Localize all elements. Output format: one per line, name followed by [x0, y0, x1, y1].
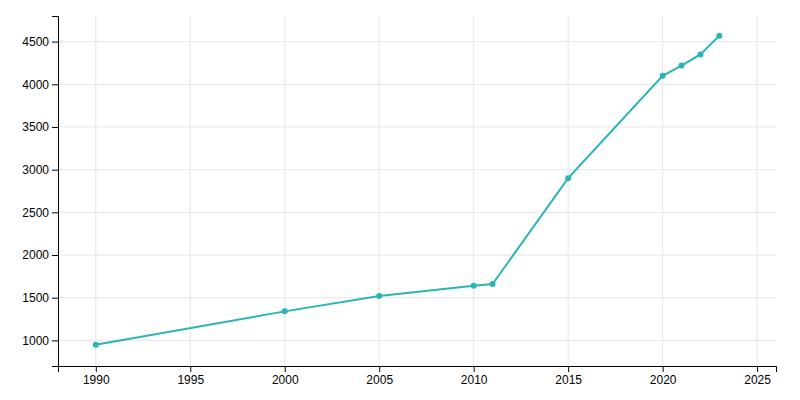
- y-grid-line: [58, 255, 776, 256]
- x-tick-mark: [663, 366, 664, 372]
- y-tick-label: 3500: [22, 120, 49, 134]
- x-tick: 1995: [177, 366, 204, 387]
- x-tick-mark: [568, 366, 569, 372]
- point: [376, 293, 382, 299]
- y-axis: 1000 1500 2000 2500 3000 3500 4000 4500: [22, 17, 58, 367]
- y-tick-label: 1000: [22, 334, 49, 348]
- chart-container: 1990 1995 2000 2005 2010 2015 2020 2025 1000 1500…: [0, 0, 800, 400]
- y-grid-line: [58, 212, 776, 213]
- y-tick-label: 2000: [22, 248, 49, 262]
- x-tick: 2005: [366, 366, 393, 387]
- marks: [93, 33, 723, 348]
- y-axis-line: [52, 17, 59, 367]
- x-tick-label: 2020: [650, 373, 677, 387]
- chart-svg: 1990 1995 2000 2005 2010 2015 2020 2025 1000 1500…: [0, 0, 800, 400]
- y-tick: 1500: [22, 291, 58, 305]
- x-tick: 2010: [461, 366, 488, 387]
- x-grid-line: [190, 16, 191, 366]
- y-tick-mark: [52, 298, 58, 299]
- y-grid-line: [58, 169, 776, 170]
- y-grid-line: [58, 297, 776, 298]
- y-tick-mark: [52, 340, 58, 341]
- x-tick-mark: [379, 366, 380, 372]
- y-tick: 2000: [22, 248, 58, 262]
- x-grid-line: [757, 16, 758, 366]
- y-tick-label: 1500: [22, 291, 49, 305]
- y-tick-label: 4500: [22, 35, 49, 49]
- x-grid-line: [379, 16, 380, 366]
- y-tick-mark: [52, 127, 58, 128]
- x-tick-label: 1995: [177, 373, 204, 387]
- y-grid-line: [58, 84, 776, 85]
- y-tick-mark: [52, 84, 58, 85]
- y-tick-label: 2500: [22, 206, 49, 220]
- x-tick-mark: [190, 366, 191, 372]
- y-tick-mark: [52, 212, 58, 213]
- y-tick: 2500: [22, 206, 58, 220]
- x-tick-label: 2000: [272, 373, 299, 387]
- x-tick-label: 1990: [83, 373, 110, 387]
- point: [660, 73, 666, 79]
- x-tick: 2025: [744, 366, 771, 387]
- grid: [58, 16, 776, 366]
- point: [282, 308, 288, 314]
- x-axis: 1990 1995 2000 2005 2010 2015 2020 2025: [59, 366, 777, 387]
- x-grid-line: [473, 16, 474, 366]
- line: [96, 36, 720, 345]
- y-grid-line: [58, 126, 776, 127]
- x-tick-label: 2005: [366, 373, 393, 387]
- point: [565, 175, 571, 181]
- y-tick: 4000: [22, 78, 58, 92]
- x-tick-label: 2025: [744, 373, 771, 387]
- x-tick: 2015: [555, 366, 582, 387]
- y-tick-mark: [52, 170, 58, 171]
- point: [490, 281, 496, 287]
- point: [697, 51, 703, 57]
- x-grid-line: [95, 16, 96, 366]
- x-tick-label: 2010: [461, 373, 488, 387]
- x-tick: 1990: [83, 366, 110, 387]
- x-grid-line: [662, 16, 663, 366]
- y-tick: 3500: [22, 120, 58, 134]
- y-tick-mark: [52, 42, 58, 43]
- y-grid-line: [58, 41, 776, 42]
- x-tick-mark: [757, 366, 758, 372]
- plot: 1990 1995 2000 2005 2010 2015 2020 2025 1000 1500…: [22, 16, 776, 387]
- x-tick: 2020: [650, 366, 677, 387]
- point: [679, 63, 685, 69]
- x-tick-mark: [285, 366, 286, 372]
- point: [93, 342, 99, 348]
- y-tick: 4500: [22, 35, 58, 49]
- point: [471, 283, 477, 289]
- y-tick: 1000: [22, 334, 58, 348]
- x-tick: 2000: [272, 366, 299, 387]
- y-tick-label: 3000: [22, 163, 49, 177]
- y-tick-mark: [52, 255, 58, 256]
- point: [716, 33, 722, 39]
- x-tick-mark: [474, 366, 475, 372]
- x-tick-mark: [96, 366, 97, 372]
- x-grid-line: [568, 16, 569, 366]
- x-axis-line: [59, 367, 777, 373]
- y-grid-line: [58, 340, 776, 341]
- y-tick-label: 4000: [22, 78, 49, 92]
- y-tick: 3000: [22, 163, 58, 177]
- x-tick-label: 2015: [555, 373, 582, 387]
